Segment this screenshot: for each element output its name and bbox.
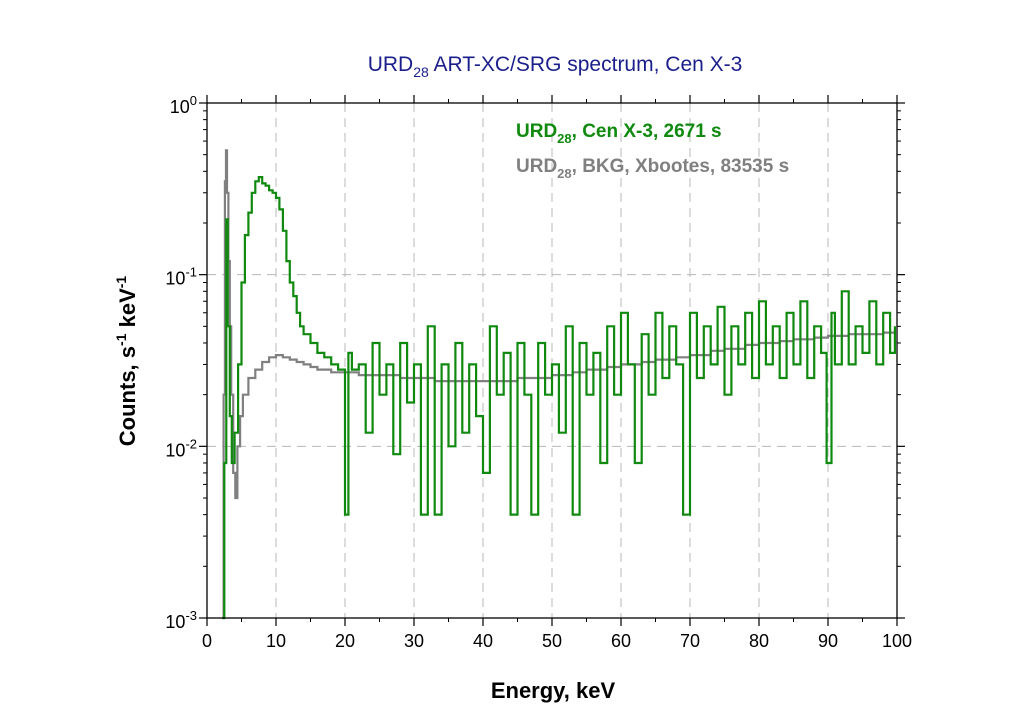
- x-tick-label: 100: [882, 631, 912, 651]
- x-tick-label: 60: [611, 631, 631, 651]
- legend-entry-source: URD28, Cen X-3, 2671 s: [516, 121, 722, 146]
- y-tick-label: 100: [170, 93, 197, 117]
- chart-title: URD28 ART-XC/SRG spectrum, Cen X-3: [368, 53, 743, 80]
- series-source-line: [222, 176, 896, 620]
- x-tick-label: 50: [542, 631, 562, 651]
- x-tick-label: 40: [473, 631, 493, 651]
- y-axis-label-mid: keV: [115, 288, 140, 334]
- y-axis-label-sup2: -1: [113, 276, 129, 289]
- y-tick-base: 10: [170, 97, 190, 117]
- x-tick-label: 90: [818, 631, 838, 651]
- x-axis-label: Energy, keV: [491, 678, 616, 703]
- x-tick-labels: 0 10 20 30 40 50 60 70 80 90 100: [202, 631, 912, 651]
- legend-entry-background: URD28, BKG, Xbootes, 83535 s: [516, 156, 789, 181]
- x-tick-label: 80: [749, 631, 769, 651]
- legend: URD28, Cen X-3, 2671 s URD28, BKG, Xboot…: [516, 121, 789, 181]
- y-tick-exponent: -2: [185, 436, 197, 451]
- x-tick-label: 20: [335, 631, 355, 651]
- legend-source-main: URD: [516, 121, 557, 142]
- x-tick-label: 0: [202, 631, 212, 651]
- chart-title-main: URD: [368, 53, 414, 76]
- legend-background-main: URD: [516, 156, 557, 177]
- y-tick-exponent: 0: [190, 93, 197, 108]
- y-tick-base: 10: [165, 269, 185, 289]
- y-tick-label: 10-2: [165, 436, 197, 460]
- y-tick-label: 10-3: [165, 608, 197, 632]
- y-tick-exponent: -3: [185, 608, 197, 623]
- legend-source-sub: 28: [557, 131, 571, 146]
- x-tick-label: 30: [404, 631, 424, 651]
- y-tick-exponent: -1: [185, 265, 197, 280]
- y-tick-labels: 100 10-1 10-2 10-3: [165, 93, 197, 632]
- chart-title-rest: ART-XC/SRG spectrum, Cen X-3: [429, 53, 743, 76]
- legend-source-rest: , Cen X-3, 2671 s: [572, 121, 722, 142]
- y-axis-label-sup1: -1: [113, 333, 129, 346]
- y-axis-label: Counts, s-1 keV-1: [113, 276, 140, 447]
- chart-title-sub: 28: [413, 64, 429, 80]
- y-tick-label: 10-1: [165, 265, 197, 289]
- y-tick-base: 10: [165, 440, 185, 460]
- y-tick-base: 10: [165, 612, 185, 632]
- x-tick-label: 10: [266, 631, 286, 651]
- axis-ticks: [199, 95, 905, 626]
- legend-background-rest: , BKG, Xbootes, 83535 s: [572, 156, 790, 177]
- x-tick-label: 70: [680, 631, 700, 651]
- data-series: [222, 149, 896, 620]
- y-axis-label-main: Counts, s: [115, 346, 140, 446]
- legend-background-sub: 28: [557, 166, 571, 181]
